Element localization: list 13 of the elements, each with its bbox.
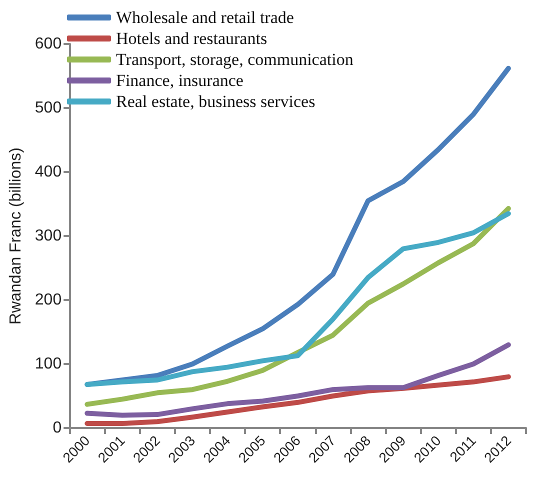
y-tick-label: 100 (34, 356, 62, 372)
legend-label: Real estate, business services (116, 92, 316, 111)
legend-label: Transport, storage, communication (116, 50, 354, 69)
legend-label: Wholesale and retail trade (116, 8, 294, 27)
y-tick-label: 600 (34, 36, 62, 52)
y-tick-label: 300 (34, 228, 62, 244)
legend-label: Finance, insurance (116, 71, 244, 90)
legend-label: Hotels and restaurants (116, 29, 268, 48)
y-axis-title: Rwandan Franc (billions) (8, 148, 24, 324)
y-tick-label: 500 (34, 100, 62, 116)
y-tick-label: 400 (34, 164, 62, 180)
y-tick-label: 0 (52, 420, 62, 436)
y-tick-label: 200 (34, 292, 62, 308)
